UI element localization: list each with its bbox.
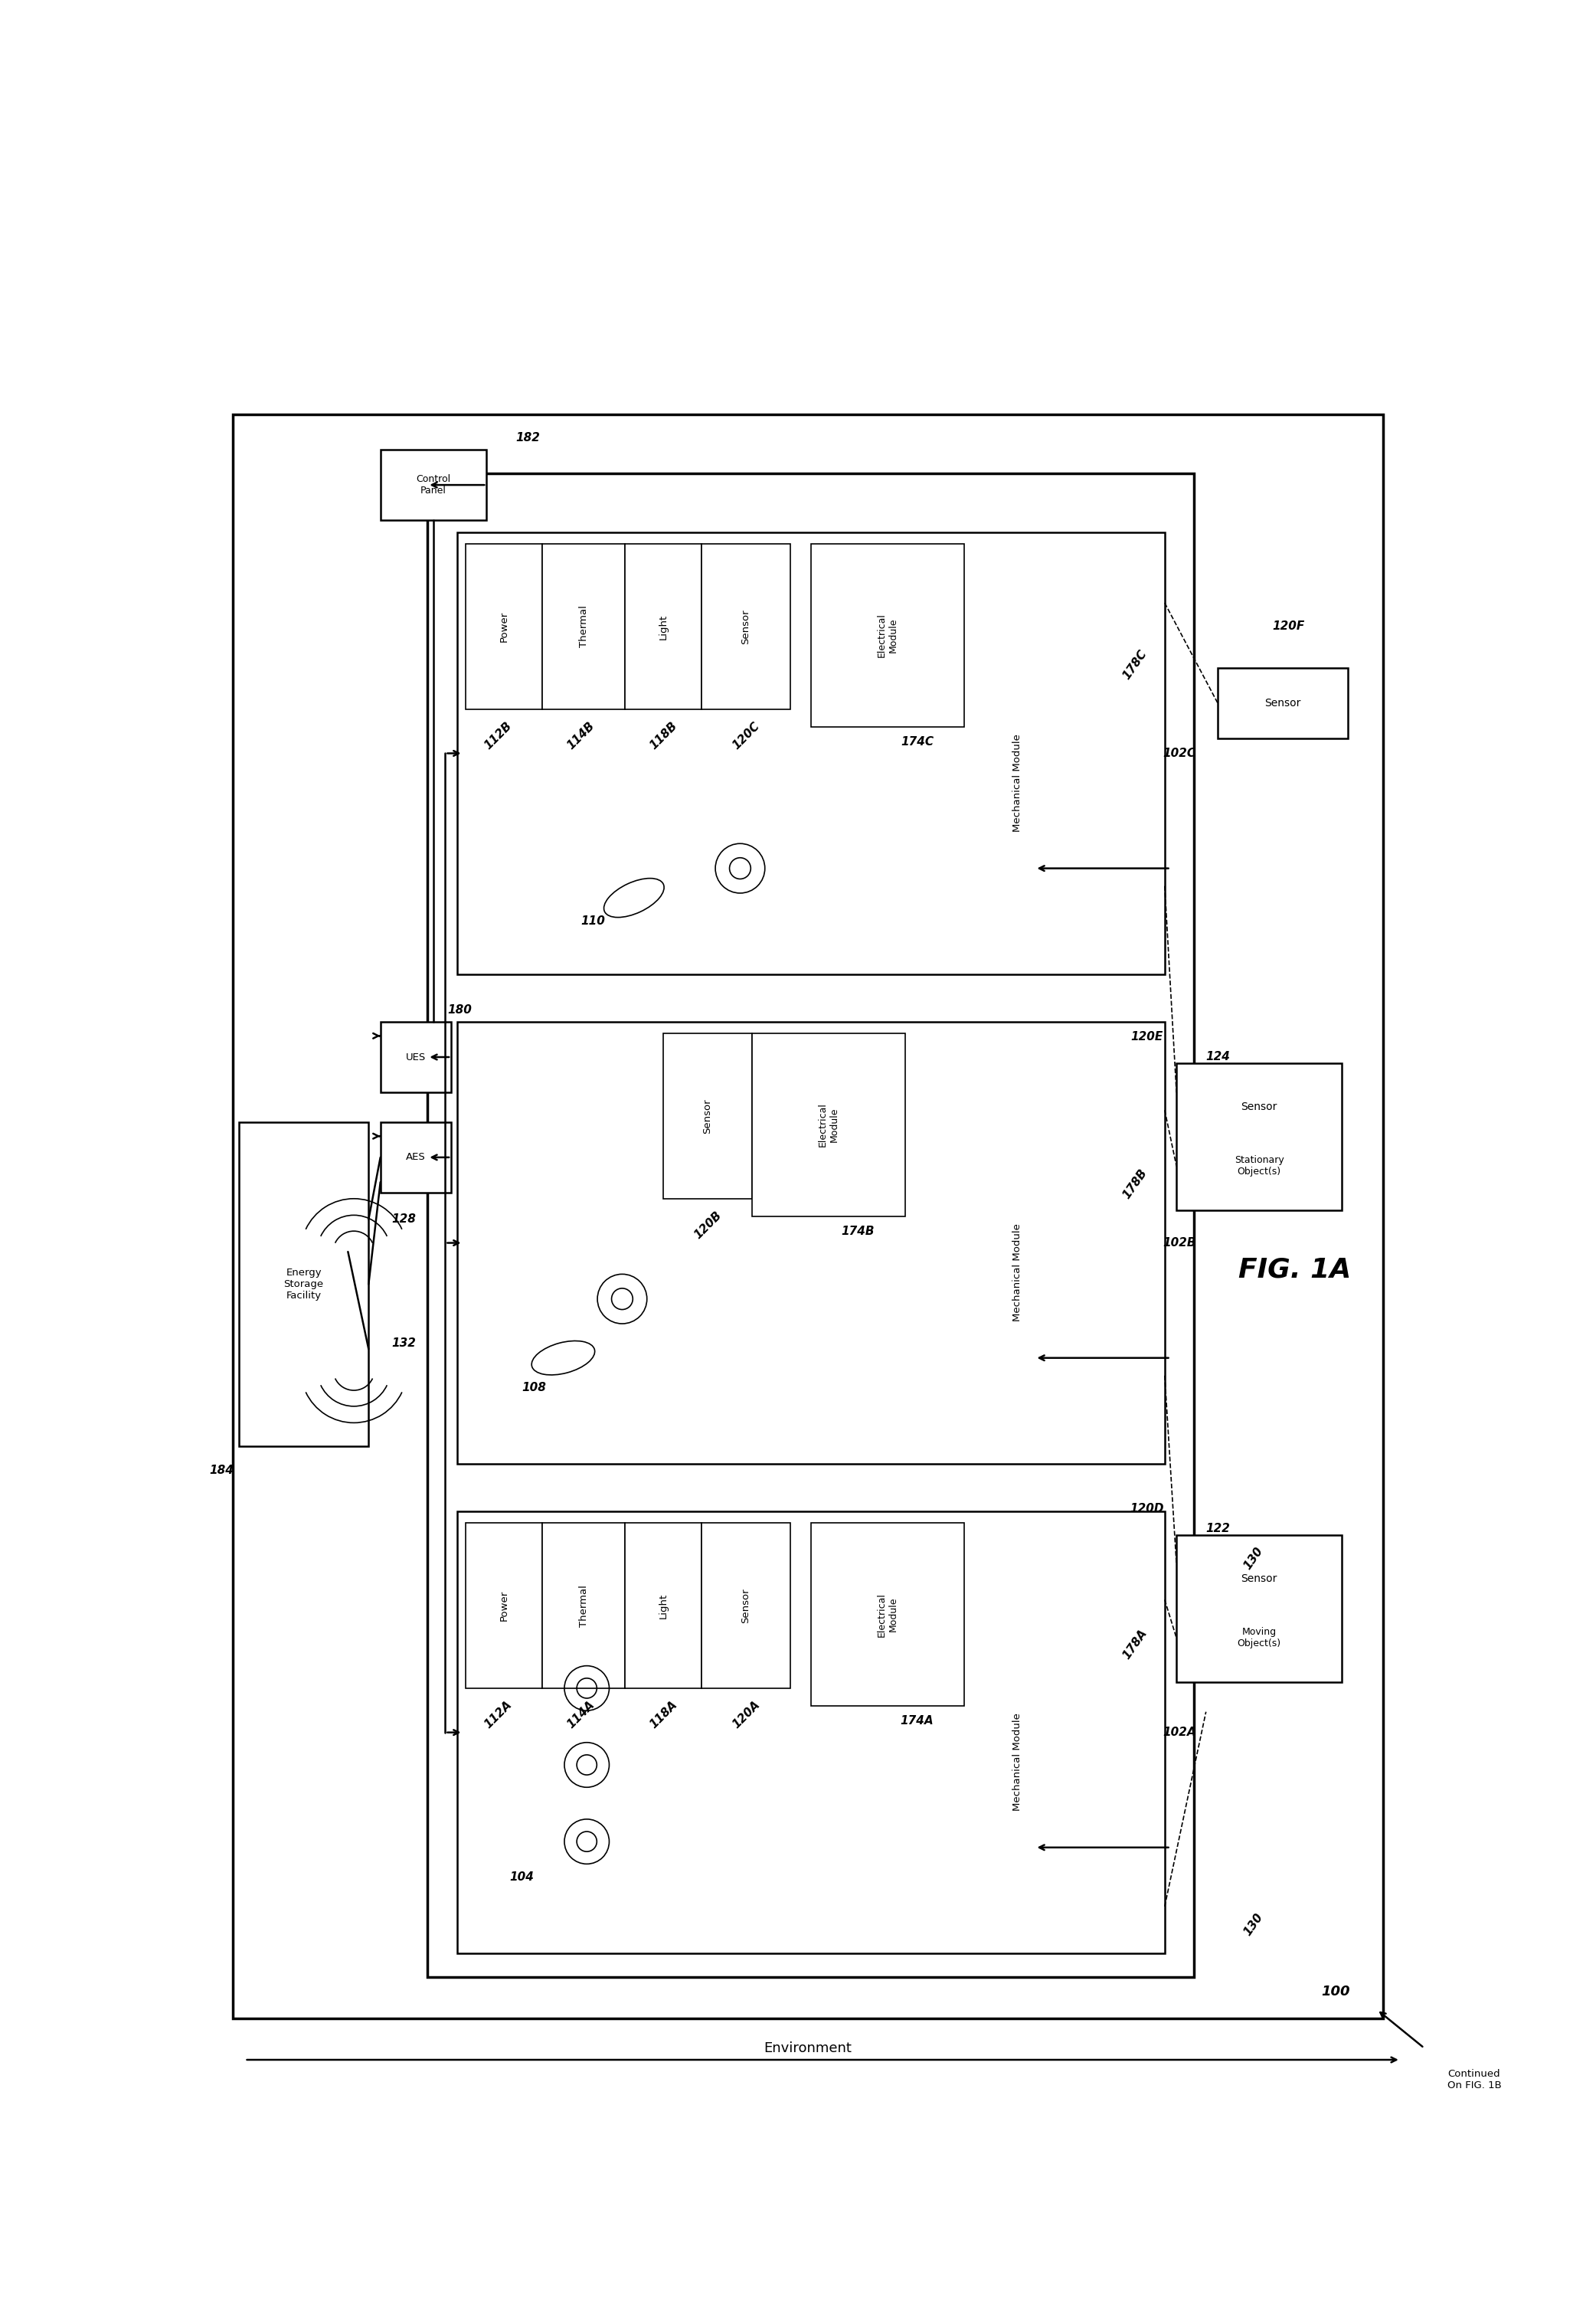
Bar xyxy=(664,1033,752,1198)
Bar xyxy=(380,450,487,520)
Text: Electrical
Module: Electrical Module xyxy=(817,1102,839,1147)
Text: 114B: 114B xyxy=(565,720,597,752)
Bar xyxy=(811,1523,964,1706)
Bar xyxy=(626,1523,702,1687)
Text: 178A: 178A xyxy=(1120,1627,1149,1662)
Text: Mechanical Module: Mechanical Module xyxy=(1012,733,1023,831)
Bar xyxy=(1176,1534,1342,1683)
Bar xyxy=(456,532,1165,975)
Bar xyxy=(543,1523,626,1687)
Text: Electrical
Module: Electrical Module xyxy=(876,613,899,657)
Text: 130: 130 xyxy=(1242,1910,1266,1938)
Text: Sensor: Sensor xyxy=(1264,699,1301,708)
Text: 114A: 114A xyxy=(565,1699,597,1731)
Text: 102B: 102B xyxy=(1163,1237,1195,1249)
Text: 102A: 102A xyxy=(1163,1727,1195,1738)
Text: 184: 184 xyxy=(209,1465,233,1476)
Text: Mechanical Module: Mechanical Module xyxy=(1012,1223,1023,1321)
Text: Continued
On FIG. 1B: Continued On FIG. 1B xyxy=(1448,2068,1502,2091)
Text: 108: 108 xyxy=(522,1381,546,1393)
Bar xyxy=(233,413,1382,2019)
Bar xyxy=(239,1121,369,1446)
Bar xyxy=(1218,668,1347,738)
Text: 174A: 174A xyxy=(900,1715,934,1727)
Text: Moving
Object(s): Moving Object(s) xyxy=(1237,1627,1282,1648)
Text: 178B: 178B xyxy=(1120,1167,1149,1200)
Text: Energy
Storage
Facility: Energy Storage Facility xyxy=(284,1267,324,1300)
Bar xyxy=(626,543,702,710)
Text: FIG. 1A: FIG. 1A xyxy=(1238,1256,1350,1284)
Text: 180: 180 xyxy=(448,1005,472,1017)
Text: 110: 110 xyxy=(581,917,605,926)
Text: 124: 124 xyxy=(1205,1051,1231,1063)
Text: Control
Panel: Control Panel xyxy=(417,473,450,497)
Text: Sensor: Sensor xyxy=(1242,1102,1277,1112)
Text: Sensor: Sensor xyxy=(741,608,752,643)
Bar xyxy=(543,543,626,710)
Text: 112B: 112B xyxy=(482,720,514,752)
Text: 118B: 118B xyxy=(648,720,680,752)
Text: Sensor: Sensor xyxy=(741,1588,752,1622)
Text: Stationary
Object(s): Stationary Object(s) xyxy=(1234,1156,1283,1177)
Bar xyxy=(380,1121,452,1193)
Text: 174C: 174C xyxy=(900,736,934,747)
Text: 182: 182 xyxy=(516,432,539,443)
Text: 122: 122 xyxy=(1205,1523,1231,1534)
Text: 120C: 120C xyxy=(731,720,761,752)
Text: 100: 100 xyxy=(1321,1984,1350,1998)
Bar xyxy=(702,1523,790,1687)
Text: AES: AES xyxy=(405,1154,426,1163)
Text: 120F: 120F xyxy=(1272,620,1304,631)
Text: 120B: 120B xyxy=(691,1209,723,1242)
Text: Power: Power xyxy=(500,610,509,643)
Bar xyxy=(428,473,1194,1977)
Text: 174B: 174B xyxy=(841,1225,875,1237)
Text: Light: Light xyxy=(659,1592,669,1618)
Text: 102C: 102C xyxy=(1163,747,1195,759)
Text: Environment: Environment xyxy=(764,2040,852,2054)
Text: 178C: 178C xyxy=(1120,648,1149,682)
Text: 130: 130 xyxy=(1242,1546,1266,1571)
Text: Thermal: Thermal xyxy=(579,606,589,648)
Text: Power: Power xyxy=(500,1590,509,1620)
Text: Electrical
Module: Electrical Module xyxy=(876,1592,899,1636)
Text: 104: 104 xyxy=(509,1871,535,1882)
Text: Light: Light xyxy=(659,613,669,638)
Text: Sensor: Sensor xyxy=(1242,1574,1277,1585)
Text: Mechanical Module: Mechanical Module xyxy=(1012,1713,1023,1810)
Bar xyxy=(752,1033,905,1216)
Text: Thermal: Thermal xyxy=(579,1585,589,1627)
Text: 132: 132 xyxy=(391,1337,417,1349)
Bar xyxy=(811,543,964,726)
Text: 128: 128 xyxy=(391,1214,417,1225)
Bar xyxy=(1176,1063,1342,1212)
Bar xyxy=(456,1021,1165,1465)
Text: UES: UES xyxy=(405,1051,426,1063)
Bar xyxy=(466,1523,543,1687)
Text: 118A: 118A xyxy=(648,1699,680,1731)
Bar xyxy=(456,1511,1165,1954)
Text: 120E: 120E xyxy=(1132,1031,1163,1042)
Text: 120A: 120A xyxy=(729,1699,761,1731)
Bar xyxy=(466,543,543,710)
Bar xyxy=(380,1021,452,1093)
Text: Sensor: Sensor xyxy=(702,1098,713,1133)
Text: 120D: 120D xyxy=(1130,1502,1163,1513)
Text: 112A: 112A xyxy=(482,1699,514,1731)
Bar xyxy=(702,543,790,710)
